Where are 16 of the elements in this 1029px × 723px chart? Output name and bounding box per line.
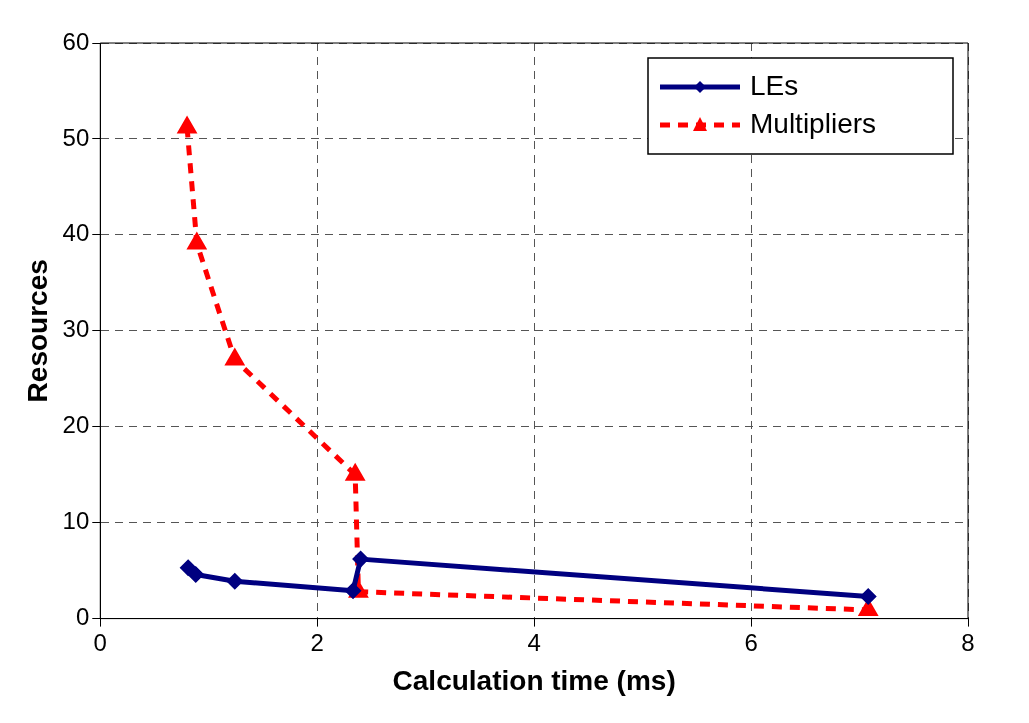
- x-tick-label: 2: [310, 628, 324, 656]
- y-tick-label: 50: [62, 123, 90, 151]
- y-tick-label: 60: [62, 27, 90, 55]
- x-tick-label: 8: [961, 628, 975, 656]
- y-tick-label: 30: [62, 315, 90, 343]
- legend-label: LEs: [750, 69, 799, 101]
- x-tick-label: 0: [93, 628, 107, 656]
- y-tick-label: 40: [62, 219, 90, 247]
- y-tick-label: 20: [62, 411, 90, 439]
- x-tick-label: 4: [527, 628, 541, 656]
- y-axis-title: Resources: [21, 259, 53, 403]
- x-tick-label: 6: [744, 628, 758, 656]
- x-axis-title: Calculation time (ms): [392, 664, 676, 696]
- y-tick-label: 10: [62, 507, 90, 535]
- legend-label: Multipliers: [750, 107, 877, 139]
- y-tick-label: 0: [75, 603, 90, 631]
